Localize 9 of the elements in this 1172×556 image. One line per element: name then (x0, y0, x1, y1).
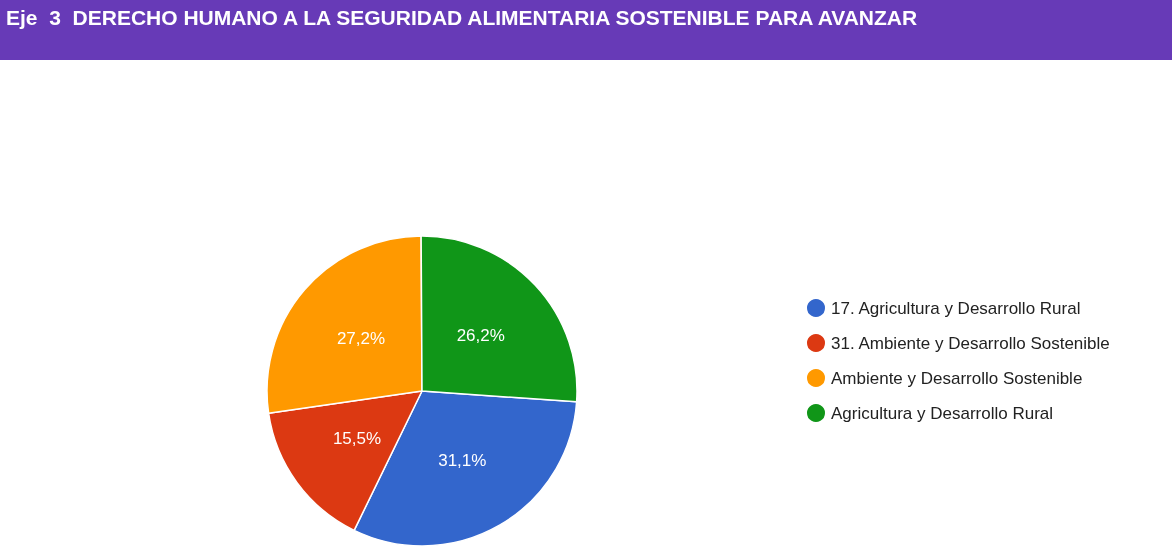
legend-label: 31. Ambiente y Desarrollo Sostenible (831, 333, 1110, 353)
chart-title: Eje 3 DERECHO HUMANO A LA SEGURIDAD ALIMENTARIA SOSTENIBLE PARA AVANZAR (0, 0, 1172, 60)
legend-label: Ambiente y Desarrollo Sostenible (831, 368, 1083, 388)
legend-label: Agricultura y Desarrollo Rural (831, 403, 1054, 423)
data-label: 26,2% (456, 326, 505, 346)
data-label: 15,5% (332, 428, 382, 448)
data-label: 27,2% (336, 328, 386, 348)
legend-label: 17. Agricultura y Desarrollo Rural (831, 298, 1081, 318)
data-label: 31,1% (438, 451, 487, 471)
